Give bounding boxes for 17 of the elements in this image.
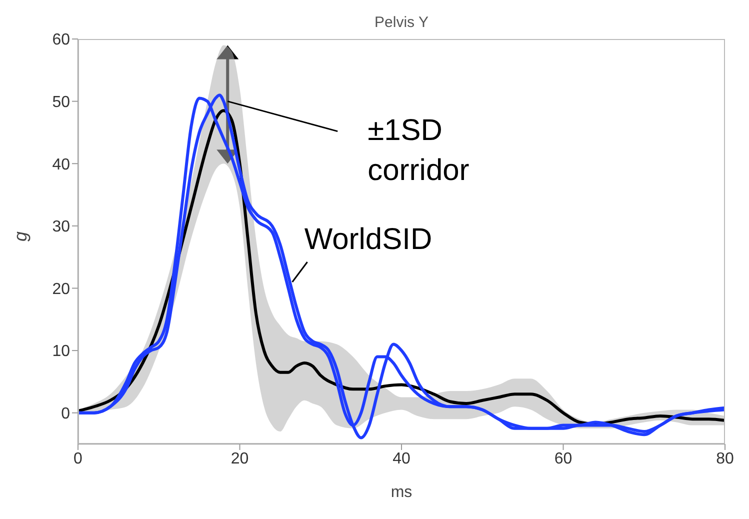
y-tick-label: 40 bbox=[52, 156, 70, 174]
y-tick-label: 30 bbox=[52, 218, 70, 236]
annotation: ±1SD corridor bbox=[368, 113, 470, 190]
chart-title: Pelvis Y bbox=[374, 14, 430, 31]
y-tick-label: 0 bbox=[61, 406, 70, 423]
x-tick-label: 40 bbox=[392, 450, 410, 468]
x-tick-label: 20 bbox=[230, 450, 249, 468]
annotation: WorldSID bbox=[304, 222, 432, 258]
x-axis-title: ms bbox=[390, 484, 412, 501]
x-tick-label: 60 bbox=[554, 450, 572, 468]
y-tick-label: 60 bbox=[52, 32, 70, 49]
x-tick-label: 80 bbox=[716, 450, 734, 468]
y-tick-label: 10 bbox=[52, 343, 70, 360]
y-tick-label: 20 bbox=[52, 280, 70, 298]
y-axis-title: g bbox=[10, 231, 30, 242]
x-tick-label: 0 bbox=[74, 450, 83, 468]
y-tick-label: 50 bbox=[52, 94, 70, 111]
